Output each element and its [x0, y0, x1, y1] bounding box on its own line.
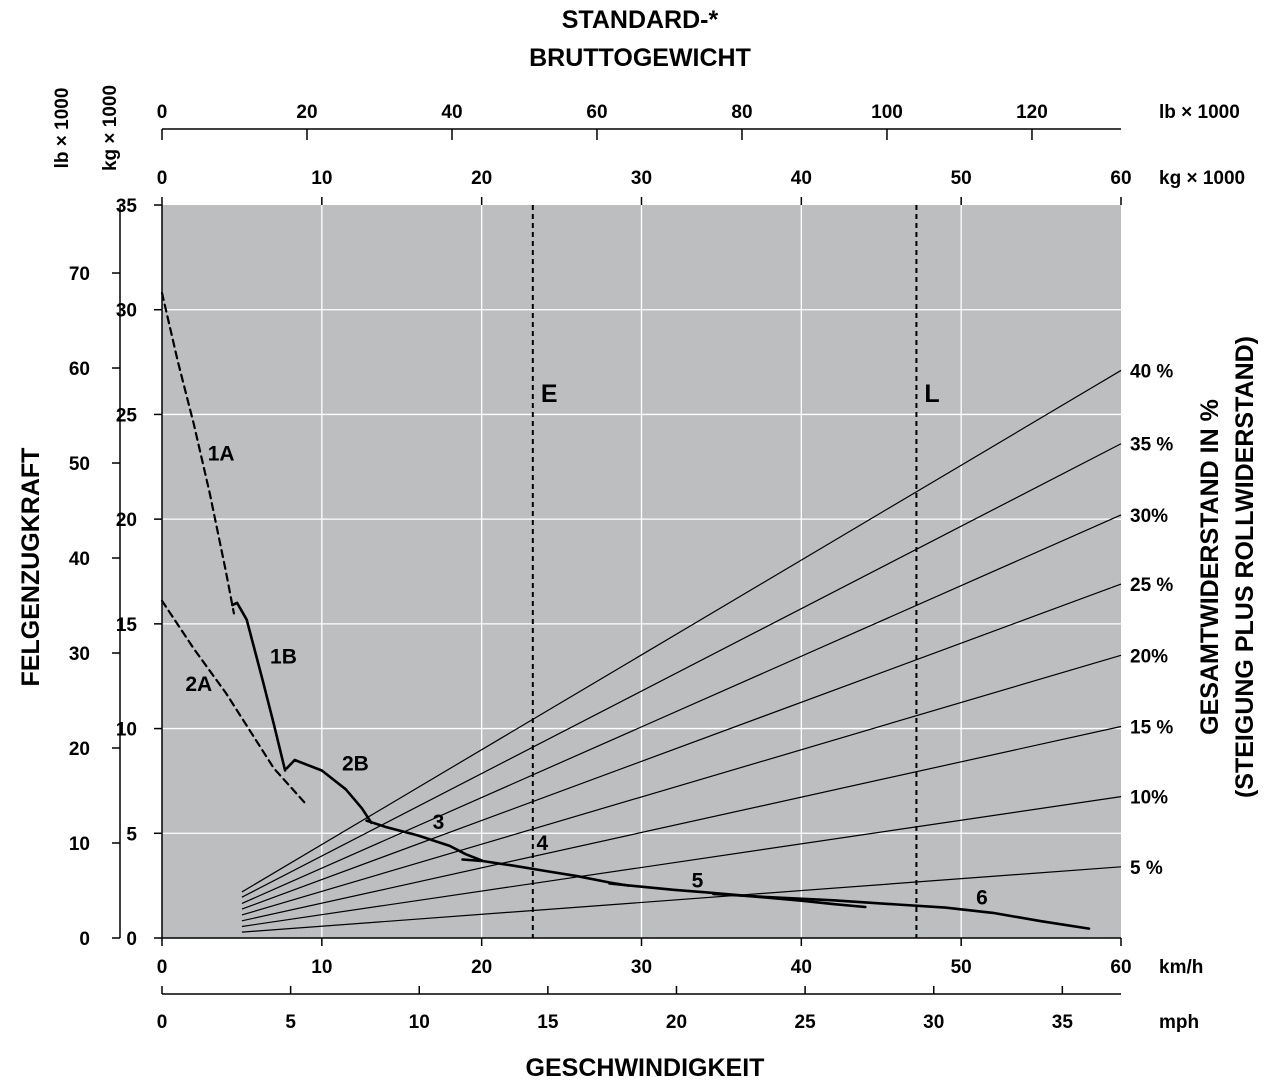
reference-label: E — [541, 380, 558, 408]
curve-label: 1A — [208, 443, 235, 466]
resistance-label: 20% — [1130, 646, 1168, 667]
tick-label-weight-lb: 60 — [586, 102, 607, 123]
resistance-label: 35 % — [1130, 435, 1173, 456]
x-mph-unit: mph — [1159, 1012, 1199, 1033]
curve-label: 3 — [433, 811, 445, 834]
weight-kg-unit: kg × 1000 — [1159, 168, 1245, 189]
tick-label-weight-lb: 40 — [441, 102, 462, 123]
tick-label-weight-kg: 20 — [471, 168, 492, 189]
tick-label-y-kg: 10 — [116, 720, 137, 741]
tick-label-mph: 15 — [537, 1012, 559, 1033]
curve-label: 4 — [537, 832, 549, 855]
y-axis-title: FELGENZUGKRAFT — [17, 448, 45, 687]
curve-2b — [285, 758, 373, 825]
tick-label-y-kg: 5 — [126, 824, 137, 845]
tick-label-y-lb: 0 — [79, 929, 90, 950]
resistance-line — [241, 725, 1122, 922]
tick-label-y-lb: 70 — [69, 264, 90, 285]
curve-1a — [160, 291, 235, 615]
resistance-line — [241, 866, 1122, 933]
tick-label-mph: 30 — [923, 1012, 944, 1033]
tick-label-y-lb: 60 — [69, 359, 90, 380]
tick-label-kmh: 10 — [311, 957, 332, 978]
resistance-label: 15 % — [1130, 717, 1173, 738]
curve-6 — [712, 892, 1091, 930]
tick-label-mph: 20 — [666, 1012, 687, 1033]
resistance-label: 5 % — [1130, 858, 1163, 879]
tick-label-mph: 5 — [285, 1012, 296, 1033]
resistance-line — [241, 443, 1122, 898]
tick-label-mph: 35 — [1052, 1012, 1074, 1033]
tick-label-weight-kg: 40 — [791, 168, 812, 189]
x-kmh-unit: km/h — [1159, 957, 1203, 978]
resistance-label: 40 % — [1130, 361, 1173, 382]
axis-ticks: 0 10 20 30 40 50 600 5 10 15 20 25 30 350 10 20 30 40 50 60… — [69, 102, 1132, 1033]
tick-label-mph: 0 — [157, 1012, 168, 1033]
tick-label-kmh: 0 — [157, 957, 168, 978]
resistance-line — [241, 514, 1122, 904]
tick-label-weight-kg: 60 — [1110, 168, 1131, 189]
y2-axis-title-line-1: GESAMTWIDERSTAND IN % — [1196, 399, 1224, 735]
tick-label-y-lb: 30 — [69, 644, 90, 665]
tick-label-weight-kg: 0 — [157, 168, 168, 189]
tick-label-y-lb: 50 — [69, 454, 90, 475]
resistance-label: 10% — [1130, 788, 1168, 809]
tick-label-y-kg: 20 — [116, 510, 137, 531]
tick-label-y-kg: 15 — [116, 615, 138, 636]
tick-label-kmh: 40 — [791, 957, 812, 978]
tick-label-y-lb: 10 — [69, 834, 90, 855]
resistance-line — [241, 796, 1122, 928]
tick-label-kmh: 50 — [951, 957, 972, 978]
tick-label-weight-lb: 120 — [1016, 102, 1048, 123]
curve-label: 6 — [976, 886, 988, 909]
tick-label-y-kg: 0 — [126, 929, 137, 950]
rimpull-curves: 1A 1B 2A 2B 3 4 5 6 — [160, 291, 1091, 930]
tick-label-weight-lb: 20 — [296, 102, 317, 123]
resistance-label: 30% — [1130, 506, 1168, 527]
chart-title-line-2: BRUTTOGEWICHT — [529, 44, 751, 72]
tick-label-y-lb: 40 — [69, 549, 90, 570]
tick-label-mph: 10 — [409, 1012, 430, 1033]
resistance-line — [241, 583, 1122, 910]
curve-1b — [231, 601, 287, 772]
chart-title-line-1: STANDARD-* — [562, 6, 719, 34]
y-kg-unit: kg × 1000 — [100, 85, 121, 171]
reference-label: L — [924, 380, 939, 408]
x-axis-title: GESCHWINDIGKEIT — [526, 1054, 765, 1082]
weight-lb-unit-top: lb × 1000 — [1159, 102, 1240, 123]
curve-label: 2A — [185, 673, 212, 696]
tick-label-kmh: 30 — [631, 957, 652, 978]
tick-label-weight-kg: 50 — [951, 168, 972, 189]
tick-label-weight-lb: 0 — [157, 102, 168, 123]
curve-label: 2B — [342, 752, 369, 775]
curve-2a — [160, 599, 307, 806]
resistance-label: 25 % — [1130, 575, 1173, 596]
y2-axis-title-line-2: (STEIGUNG PLUS ROLLWIDERSTAND) — [1231, 336, 1259, 798]
y-lb-unit: lb × 1000 — [52, 88, 73, 169]
resistance-line — [241, 654, 1122, 916]
curve-3 — [365, 819, 484, 862]
curve-label: 5 — [692, 870, 704, 893]
resistance-line — [241, 369, 1122, 893]
curve-label: 1B — [270, 646, 297, 669]
tick-label-weight-kg: 10 — [311, 168, 332, 189]
resistance-lines: 40 % 35 % 30% 25 % 20% 15 % 10% 5 % — [241, 361, 1173, 933]
tick-label-weight-lb: 100 — [871, 102, 903, 123]
tick-label-weight-lb: 80 — [731, 102, 752, 123]
tick-label-y-kg: 35 — [116, 196, 138, 217]
tick-label-y-lb: 20 — [69, 739, 90, 760]
tick-label-mph: 25 — [795, 1012, 817, 1033]
tick-label-y-kg: 25 — [116, 405, 138, 426]
tick-label-kmh: 60 — [1110, 957, 1131, 978]
tick-label-weight-kg: 30 — [631, 168, 652, 189]
tick-label-y-kg: 30 — [116, 301, 137, 322]
tick-label-kmh: 20 — [471, 957, 492, 978]
gridlines — [162, 205, 1121, 938]
